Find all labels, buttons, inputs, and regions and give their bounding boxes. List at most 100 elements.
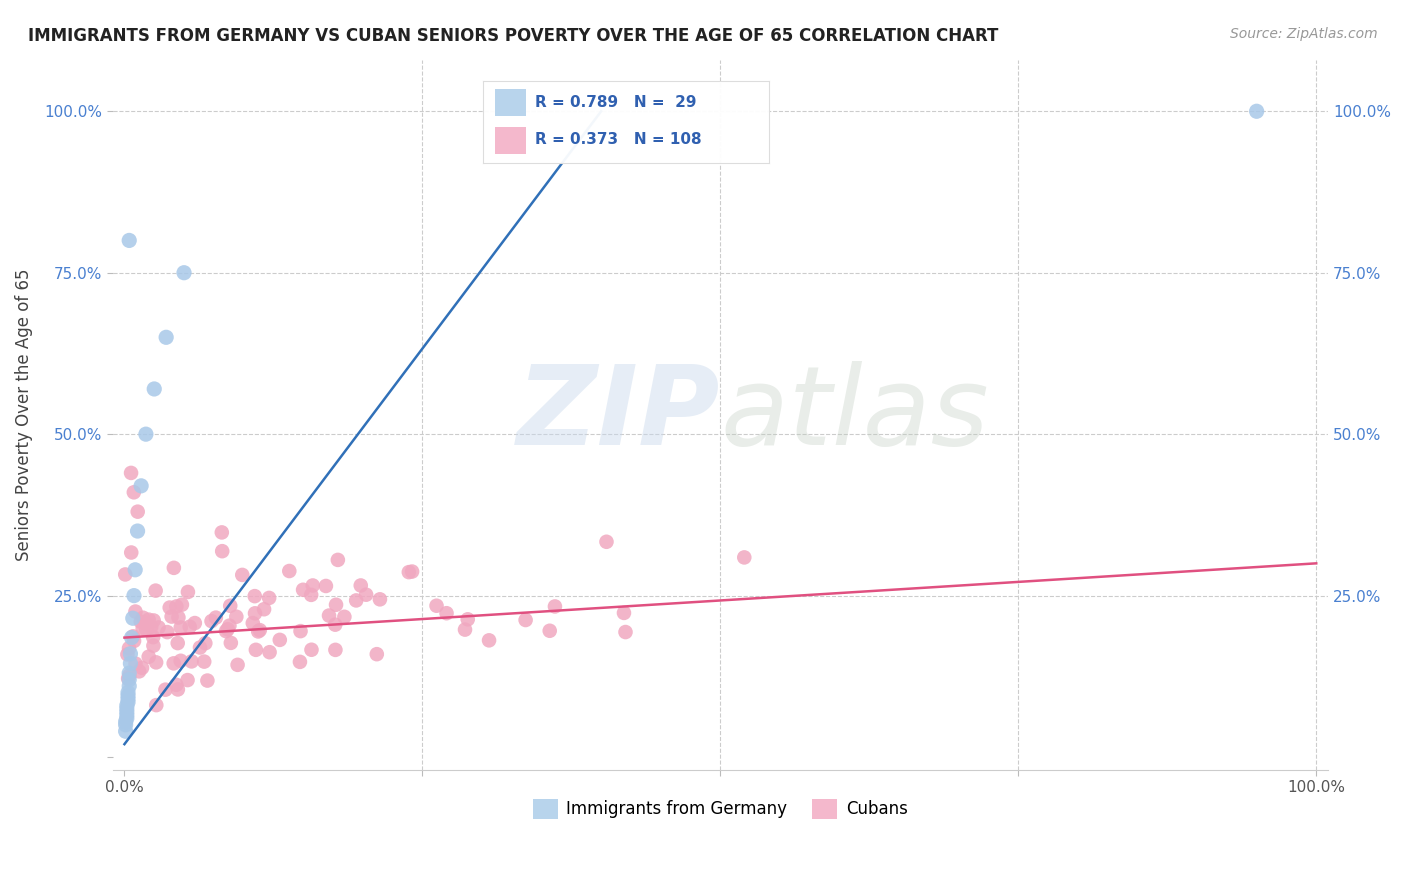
- Point: [301, 642, 323, 657]
- Point: [129, 479, 152, 493]
- Point: [243, 607, 266, 621]
- Point: [118, 641, 141, 656]
- Point: [138, 649, 160, 664]
- Point: [288, 655, 311, 669]
- Point: [117, 695, 139, 709]
- Point: [117, 692, 139, 706]
- Point: [122, 633, 145, 648]
- Point: [142, 614, 165, 628]
- Point: [315, 579, 337, 593]
- Point: [179, 620, 201, 634]
- Point: [143, 382, 166, 396]
- Point: [118, 679, 141, 693]
- Point: [117, 689, 139, 703]
- Text: ZIP: ZIP: [517, 361, 720, 468]
- Point: [257, 591, 280, 605]
- Point: [163, 657, 186, 671]
- Point: [176, 673, 198, 687]
- Point: [454, 623, 477, 637]
- Point: [114, 567, 136, 582]
- Point: [115, 701, 138, 715]
- Point: [243, 589, 266, 603]
- Point: [138, 613, 160, 627]
- Point: [167, 610, 190, 624]
- Point: [323, 617, 346, 632]
- Point: [115, 698, 138, 713]
- Point: [122, 485, 145, 500]
- Point: [318, 608, 340, 623]
- Point: [614, 625, 637, 640]
- Point: [425, 599, 447, 613]
- Point: [398, 565, 420, 579]
- Point: [205, 610, 228, 624]
- Text: Source: ZipAtlas.com: Source: ZipAtlas.com: [1230, 27, 1378, 41]
- Point: [115, 711, 138, 725]
- Point: [1246, 104, 1268, 119]
- Point: [132, 611, 155, 625]
- Point: [121, 631, 143, 645]
- Point: [120, 466, 142, 480]
- Point: [292, 582, 315, 597]
- Point: [114, 724, 136, 739]
- Point: [120, 545, 142, 559]
- Point: [128, 665, 150, 679]
- Point: [436, 606, 458, 620]
- Point: [515, 613, 537, 627]
- Point: [253, 602, 276, 616]
- Point: [249, 623, 271, 637]
- Point: [117, 672, 139, 686]
- Point: [118, 234, 141, 248]
- Point: [115, 705, 138, 719]
- Point: [368, 592, 391, 607]
- Text: IMMIGRANTS FROM GERMANY VS CUBAN SENIORS POVERTY OVER THE AGE OF 65 CORRELATION : IMMIGRANTS FROM GERMANY VS CUBAN SENIORS…: [28, 27, 998, 45]
- Point: [118, 673, 141, 687]
- Point: [129, 615, 152, 629]
- Point: [117, 648, 139, 662]
- Point: [155, 682, 177, 697]
- Point: [278, 564, 301, 578]
- Point: [135, 427, 157, 442]
- Point: [344, 593, 367, 607]
- Point: [166, 636, 188, 650]
- Point: [163, 561, 186, 575]
- Point: [155, 330, 177, 344]
- Point: [120, 657, 142, 671]
- Point: [538, 624, 561, 638]
- Point: [219, 599, 242, 613]
- Point: [259, 645, 281, 659]
- Point: [184, 616, 207, 631]
- Point: [326, 553, 349, 567]
- Point: [218, 618, 240, 632]
- Point: [148, 620, 170, 634]
- Point: [115, 708, 138, 723]
- Point: [124, 563, 146, 577]
- Point: [333, 609, 356, 624]
- Point: [122, 589, 145, 603]
- Point: [170, 620, 193, 634]
- Point: [211, 525, 233, 540]
- Point: [301, 578, 323, 592]
- Point: [127, 505, 149, 519]
- Point: [117, 685, 139, 699]
- Point: [200, 614, 222, 628]
- Point: [290, 624, 312, 639]
- Point: [350, 578, 373, 592]
- Point: [217, 622, 239, 636]
- Point: [135, 622, 157, 636]
- Point: [156, 625, 179, 640]
- Legend: Immigrants from Germany, Cubans: Immigrants from Germany, Cubans: [526, 792, 914, 826]
- Point: [160, 609, 183, 624]
- Point: [197, 673, 219, 688]
- Point: [131, 661, 153, 675]
- Point: [142, 639, 165, 653]
- Point: [245, 643, 267, 657]
- Point: [122, 629, 145, 643]
- Point: [219, 636, 242, 650]
- Point: [595, 534, 617, 549]
- Point: [173, 266, 195, 280]
- Text: atlas: atlas: [720, 361, 988, 468]
- Point: [733, 550, 755, 565]
- Point: [170, 654, 193, 668]
- Point: [121, 611, 143, 625]
- Point: [613, 606, 636, 620]
